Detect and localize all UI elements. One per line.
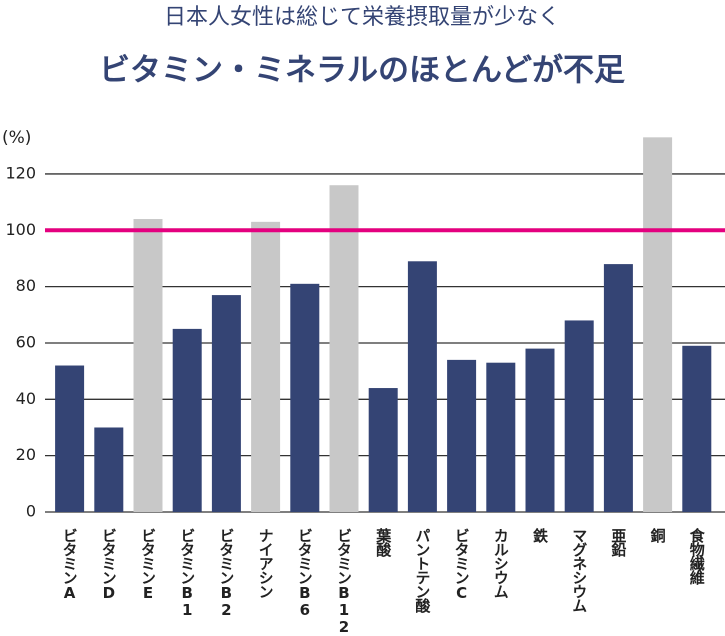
x-tick-label: カルシウム xyxy=(491,528,510,598)
y-tick-label: 120 xyxy=(5,163,36,182)
bar xyxy=(447,359,477,512)
bar xyxy=(133,219,163,513)
y-tick-label: 100 xyxy=(5,220,36,239)
bar xyxy=(290,283,320,512)
bar xyxy=(486,362,516,512)
bar xyxy=(564,320,594,512)
bar xyxy=(682,345,712,512)
x-tick-label: パントテン酸 xyxy=(413,528,432,612)
x-tick-label: 鉄 xyxy=(531,528,549,542)
chart-title: ビタミン・ミネラルのほとんどが不足 xyxy=(99,53,625,89)
bar xyxy=(603,264,633,512)
x-tick-label: 葉酸 xyxy=(374,528,393,556)
bar xyxy=(172,328,202,512)
x-tick-label: 食物繊維 xyxy=(687,528,706,584)
bar xyxy=(643,137,673,512)
x-tick-label: ビタミンC xyxy=(452,528,471,601)
x-tick-label: 亜鉛 xyxy=(609,528,628,556)
x-tick-label: ビタミンB2 xyxy=(217,528,236,618)
bar xyxy=(329,185,359,513)
y-tick-label: 20 xyxy=(16,445,36,464)
y-axis-label: (%) xyxy=(2,128,31,148)
y-tick-label: 80 xyxy=(16,276,36,295)
bar xyxy=(251,221,281,512)
x-tick-label: ビタミンB12 xyxy=(335,528,353,635)
x-tick-label: 銅 xyxy=(648,528,667,542)
x-tick-label: ビタミンA xyxy=(60,528,79,601)
bar xyxy=(55,365,85,512)
x-tick-label: ビタミンE xyxy=(139,528,157,601)
bar xyxy=(407,261,437,512)
bar xyxy=(525,348,555,512)
x-tick-label: マグネシウム xyxy=(570,528,589,612)
chart-subtitle: 日本人女性は総じて栄養摂取量が少なく xyxy=(164,5,560,30)
y-tick-label: 60 xyxy=(16,332,36,351)
bar xyxy=(94,427,124,512)
x-tick-label: ビタミンD xyxy=(99,528,118,601)
bar xyxy=(368,388,398,512)
x-tick-label: ナイアシン xyxy=(256,528,275,598)
x-tick-label: ビタミンB1 xyxy=(178,528,197,618)
y-tick-label: 0 xyxy=(26,502,36,521)
x-tick-label: ビタミンB6 xyxy=(295,528,314,618)
bar xyxy=(211,295,241,512)
y-tick-label: 40 xyxy=(16,389,36,408)
